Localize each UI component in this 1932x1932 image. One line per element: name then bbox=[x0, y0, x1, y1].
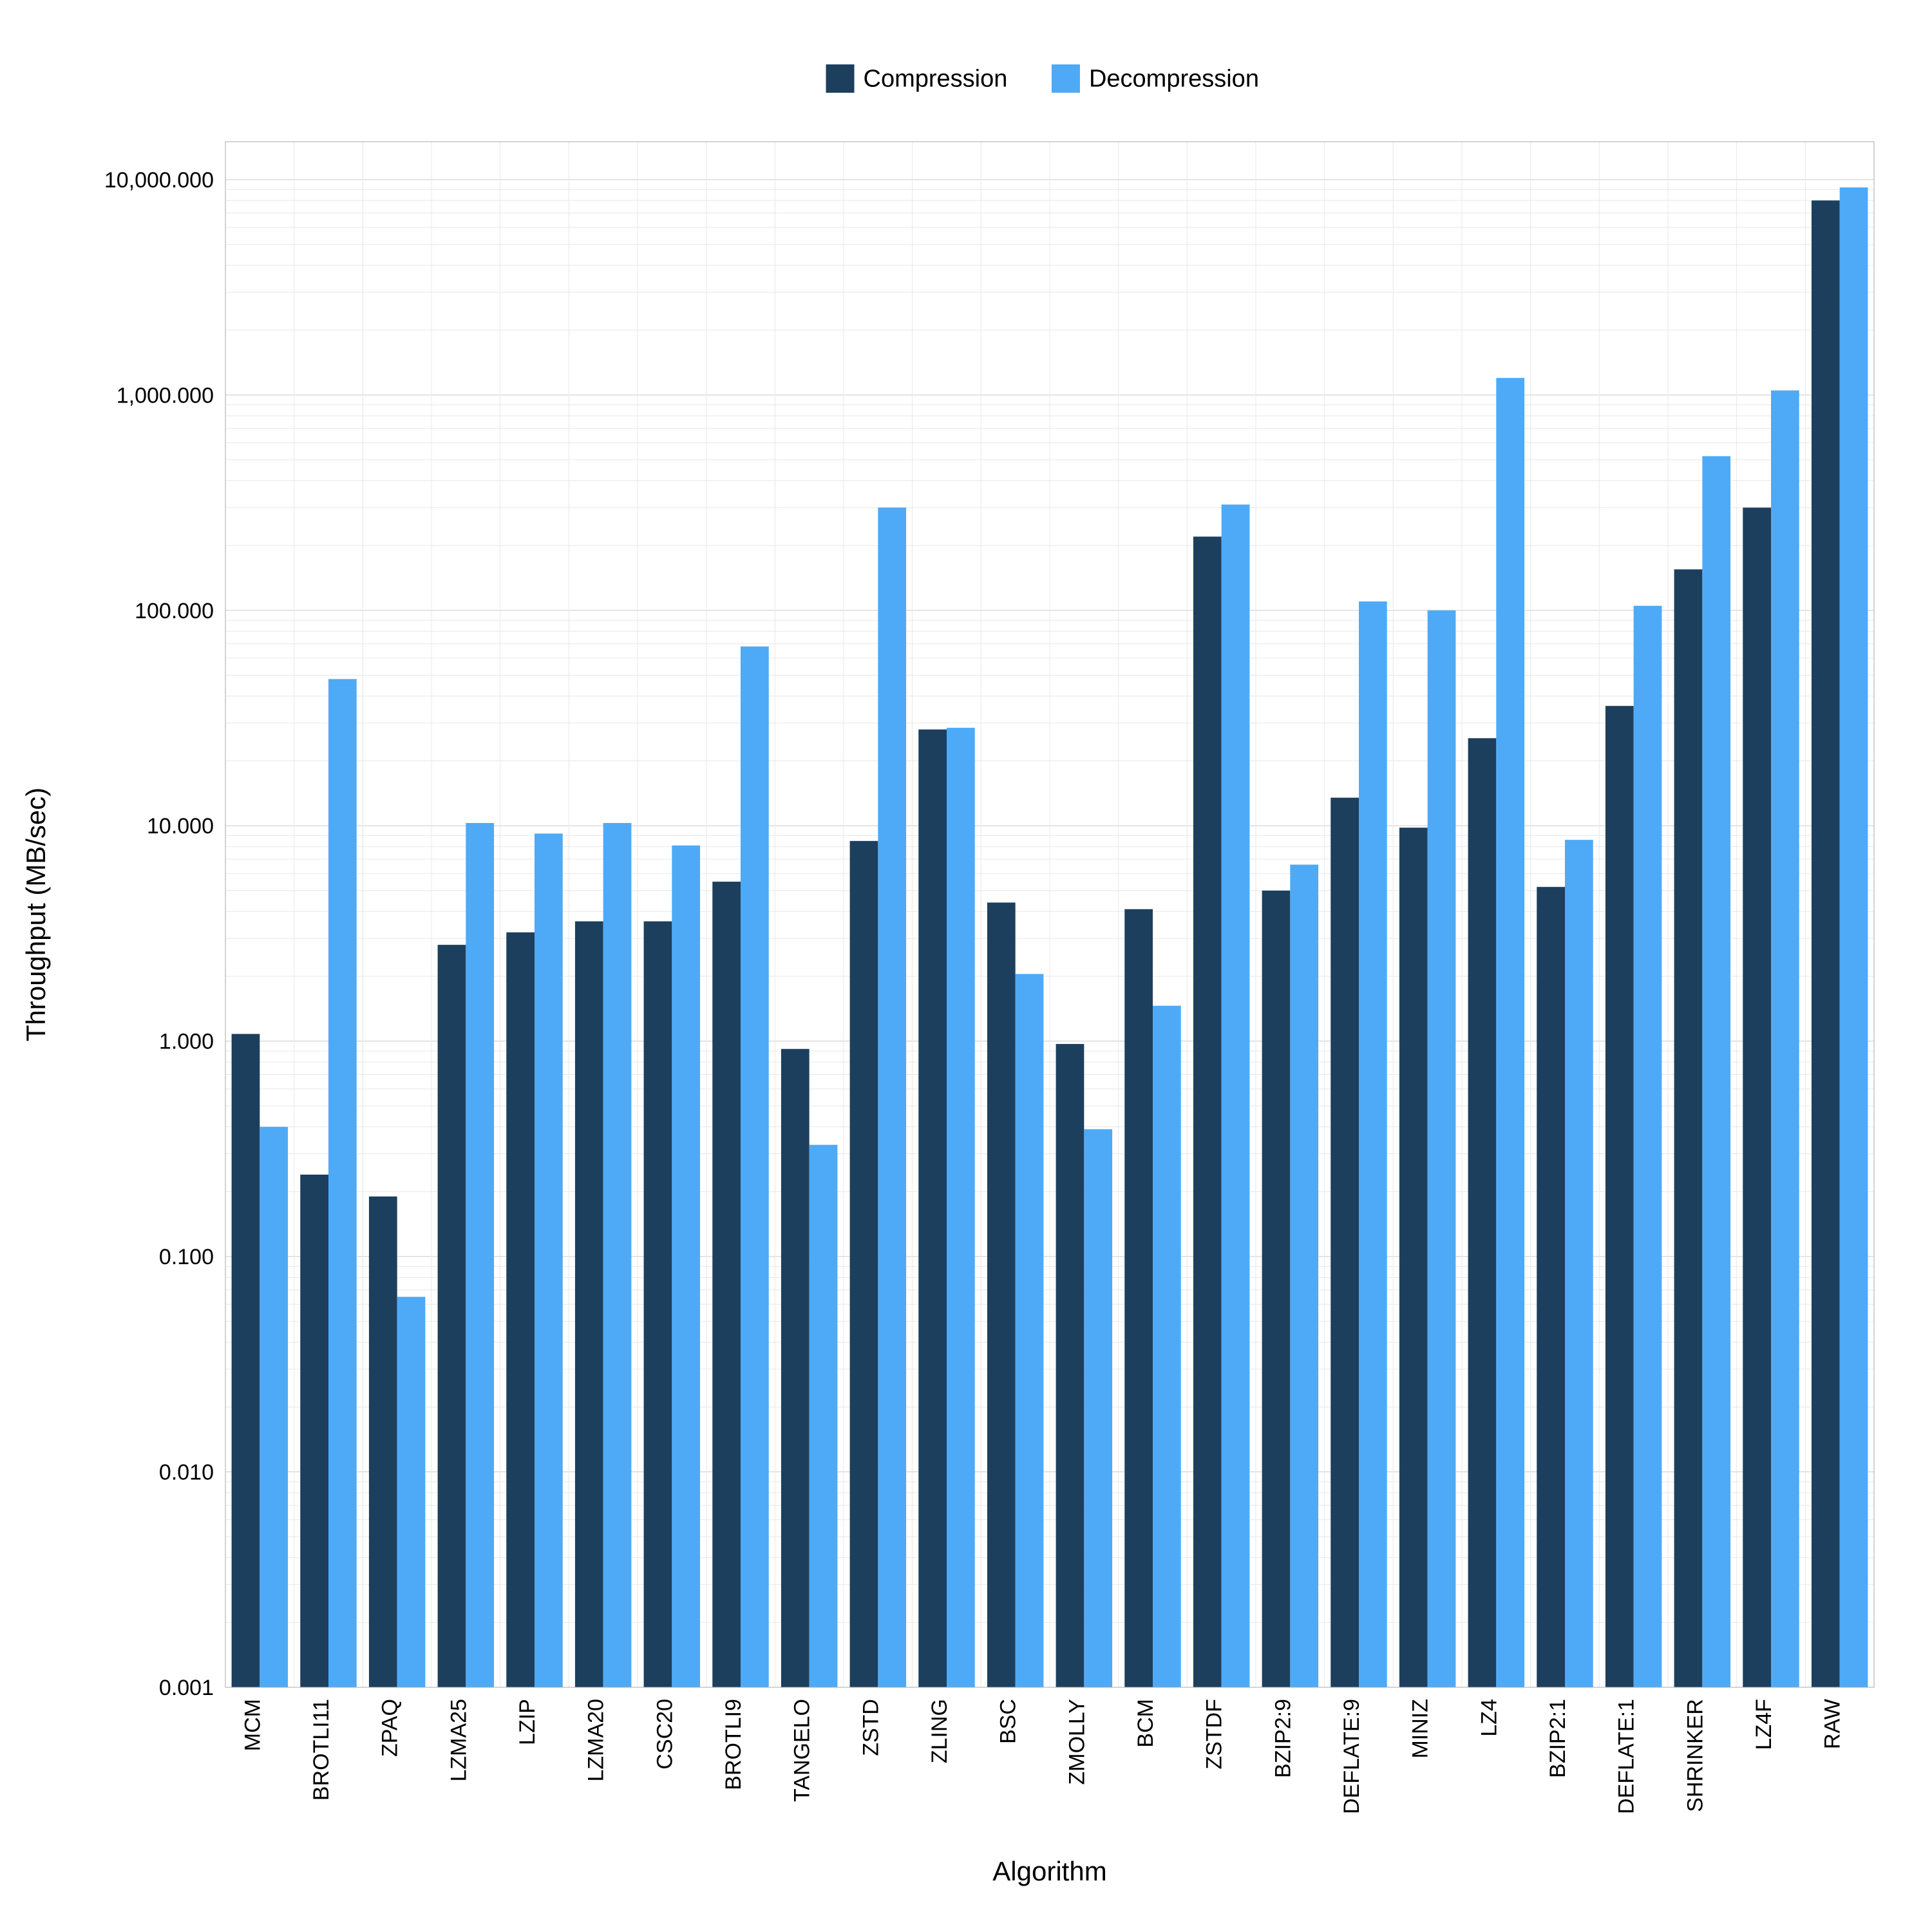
bar-compression bbox=[1056, 1044, 1084, 1687]
bar-compression bbox=[1605, 706, 1634, 1687]
x-tick-label: DEFLATE:1 bbox=[1615, 1699, 1639, 1814]
legend-swatch bbox=[826, 64, 855, 93]
bar-decompression bbox=[741, 647, 769, 1687]
bar-decompression bbox=[603, 823, 632, 1687]
legend-label: Compression bbox=[864, 65, 1008, 92]
y-tick-label: 0.010 bbox=[159, 1461, 214, 1485]
bar-decompression bbox=[1290, 865, 1318, 1687]
bar-decompression bbox=[260, 1127, 288, 1687]
x-tick-label: BZIP2:9 bbox=[1271, 1699, 1295, 1778]
bar-compression bbox=[369, 1197, 397, 1687]
bar-compression bbox=[1124, 909, 1153, 1687]
throughput-bar-chart: 0.001 0.010 0.100 1.000 10.000 100.000 1,000.0… bbox=[0, 0, 1932, 1932]
bar-decompression bbox=[328, 679, 357, 1687]
x-tick-label: LZ4F bbox=[1752, 1699, 1776, 1750]
bar-decompression bbox=[1771, 390, 1799, 1687]
x-tick-label: SHRINKER bbox=[1683, 1699, 1707, 1812]
x-tick-label: ZSTDF bbox=[1202, 1699, 1227, 1770]
x-tick-label: ZPAQ bbox=[378, 1699, 402, 1757]
bar-decompression bbox=[1016, 974, 1044, 1687]
bar-compression bbox=[1537, 887, 1565, 1687]
x-tick-label: LZ4 bbox=[1477, 1699, 1501, 1737]
bar-compression bbox=[918, 730, 947, 1687]
y-tick-label: 1,000.000 bbox=[117, 383, 214, 408]
bar-decompression bbox=[947, 728, 975, 1687]
y-tick-label: 10.000 bbox=[147, 814, 214, 838]
x-tick-label: MCM bbox=[240, 1699, 265, 1751]
bar-compression bbox=[1262, 891, 1291, 1687]
bar-compression bbox=[1743, 507, 1771, 1687]
bar-decompression bbox=[810, 1145, 838, 1687]
bar-decompression bbox=[397, 1297, 426, 1687]
bar-decompression bbox=[466, 823, 494, 1687]
bar-compression bbox=[1399, 828, 1428, 1687]
bar-compression bbox=[1193, 536, 1222, 1687]
x-tick-label: ZLING bbox=[927, 1699, 952, 1763]
bar-compression bbox=[232, 1034, 260, 1687]
bar-decompression bbox=[1359, 601, 1387, 1687]
chart-container: 0.001 0.010 0.100 1.000 10.000 100.000 1,000.0… bbox=[0, 0, 1932, 1932]
bar-decompression bbox=[1702, 456, 1730, 1687]
bar-compression bbox=[1812, 200, 1840, 1687]
bar-decompression bbox=[878, 507, 906, 1687]
bar-compression bbox=[300, 1175, 328, 1687]
bar-compression bbox=[1468, 738, 1497, 1687]
x-tick-label: BSC bbox=[996, 1699, 1021, 1744]
x-tick-label: LZMA25 bbox=[446, 1699, 471, 1782]
bar-compression bbox=[987, 902, 1016, 1687]
x-tick-label: TANGELO bbox=[790, 1699, 815, 1802]
bar-compression bbox=[781, 1049, 810, 1687]
bar-decompression bbox=[1084, 1129, 1112, 1687]
legend-label: Decompression bbox=[1089, 65, 1259, 92]
x-tick-label: RAW bbox=[1821, 1699, 1845, 1749]
bar-decompression bbox=[1840, 187, 1868, 1687]
x-tick-label: BCM bbox=[1133, 1699, 1158, 1748]
x-tick-label: BROTLI9 bbox=[721, 1699, 746, 1790]
x-tick-label: MINIZ bbox=[1408, 1699, 1433, 1759]
y-tick-label: 0.001 bbox=[159, 1676, 214, 1700]
bar-compression bbox=[644, 922, 672, 1687]
legend-swatch bbox=[1052, 64, 1080, 93]
bar-decompression bbox=[535, 833, 563, 1687]
y-tick-label: 10,000.000 bbox=[104, 168, 214, 193]
y-tick-label: 100.000 bbox=[135, 599, 214, 623]
x-tick-label: CSC20 bbox=[652, 1699, 677, 1770]
x-tick-label: BROTLI11 bbox=[309, 1699, 334, 1801]
x-tick-label: BZIP2:1 bbox=[1546, 1699, 1570, 1778]
bar-compression bbox=[575, 922, 603, 1687]
x-tick-label: LZIP bbox=[515, 1699, 540, 1745]
y-tick-label: 1.000 bbox=[159, 1030, 214, 1054]
bar-decompression bbox=[672, 846, 700, 1687]
bar-decompression bbox=[1428, 611, 1456, 1687]
bar-compression bbox=[1331, 798, 1359, 1687]
bar-compression bbox=[712, 882, 741, 1687]
y-tick-label: 0.100 bbox=[159, 1245, 214, 1269]
bar-decompression bbox=[1222, 504, 1250, 1687]
x-axis-label: Algorithm bbox=[992, 1856, 1106, 1886]
bar-compression bbox=[1674, 569, 1703, 1687]
x-tick-label: LZMA20 bbox=[584, 1699, 609, 1782]
x-tick-label: ZSTD bbox=[858, 1699, 883, 1756]
bar-compression bbox=[850, 841, 878, 1687]
bar-decompression bbox=[1634, 606, 1662, 1687]
x-tick-label: DEFLATE:9 bbox=[1340, 1699, 1364, 1814]
bar-compression bbox=[506, 933, 535, 1687]
y-axis-label: Throughput (MB/sec) bbox=[21, 788, 51, 1042]
bar-decompression bbox=[1496, 378, 1524, 1687]
x-tick-label: ZMOLLY bbox=[1065, 1699, 1089, 1785]
bar-decompression bbox=[1153, 1006, 1181, 1687]
bar-decompression bbox=[1565, 840, 1593, 1687]
bar-compression bbox=[438, 945, 466, 1687]
